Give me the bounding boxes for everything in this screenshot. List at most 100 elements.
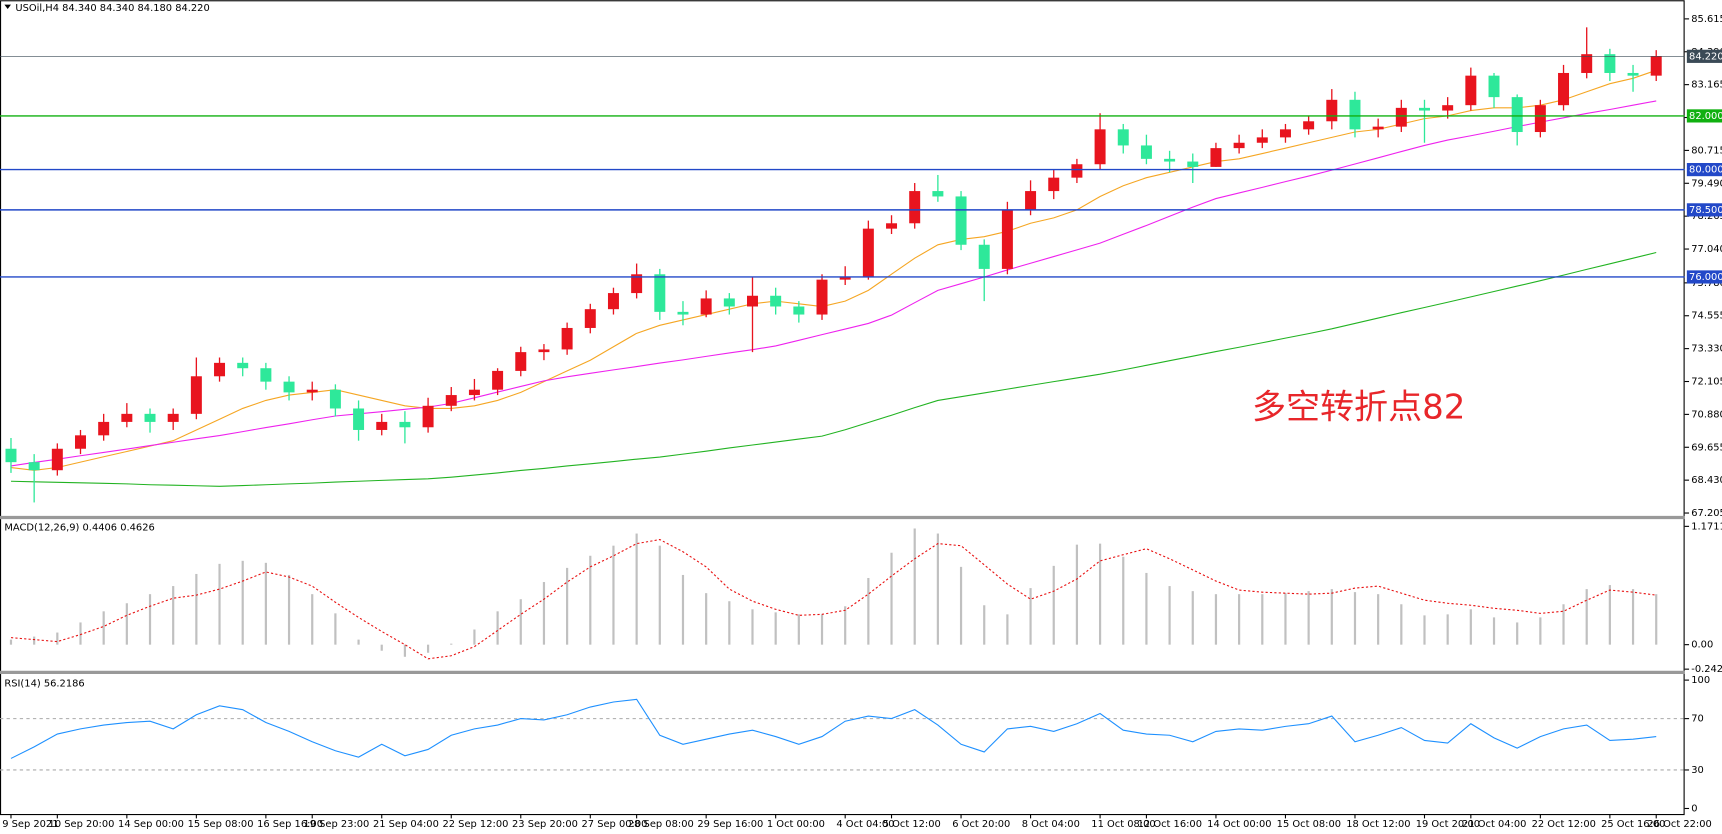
histogram-bar (125, 603, 128, 645)
candle-body (1164, 158, 1176, 162)
histogram-bar (1052, 565, 1055, 645)
x-tick-label: 23 Sep 20:00 (512, 819, 578, 830)
histogram-bar (1585, 589, 1588, 645)
histogram-bar (1098, 543, 1102, 645)
candle-body (1558, 72, 1570, 106)
histogram-bar (519, 599, 522, 645)
histogram-bar (728, 601, 731, 645)
y-tick-label: 77.040 (1691, 244, 1722, 255)
candle-body (445, 395, 457, 406)
indicator-line (10, 698, 1657, 759)
candle-body (1117, 129, 1129, 146)
histogram-bar (635, 533, 638, 645)
price-label-box (1686, 163, 1722, 177)
candle-body (654, 274, 666, 312)
x-tick-label: 4 Oct 04:00 (836, 819, 894, 830)
price-label: 82.000 (1689, 111, 1722, 122)
histogram-bar (79, 622, 82, 645)
histogram-bar (241, 560, 244, 645)
moving-average (10, 100, 1657, 467)
candle-body (468, 389, 480, 396)
signal-line (10, 538, 1657, 660)
x-tick-label: 21 Sep 04:00 (373, 819, 439, 830)
price-label: 78.500 (1689, 205, 1722, 216)
candle-body (167, 413, 179, 422)
x-tick-label: 19 Sep 23:00 (303, 819, 369, 830)
histogram-bar (1655, 594, 1658, 645)
histogram-bar (1608, 585, 1611, 645)
y-tick-label: 69.655 (1691, 442, 1722, 453)
histogram-bar (1516, 622, 1519, 645)
histogram-bar (983, 605, 986, 645)
histogram-bar (1631, 589, 1635, 645)
candle-body (978, 244, 990, 269)
x-tick-label: 14 Oct 00:00 (1207, 819, 1271, 830)
histogram-bar (1377, 594, 1380, 645)
candle-body (353, 408, 365, 430)
histogram-bar (751, 609, 754, 645)
candle-body (492, 370, 504, 390)
histogram-bar (1446, 614, 1449, 645)
histogram-bar (218, 563, 221, 645)
histogram-bar (380, 644, 383, 651)
histogram-bar (450, 643, 453, 645)
price-label: 76.000 (1689, 272, 1722, 283)
histogram-bar (311, 594, 314, 645)
candle-body (422, 405, 434, 428)
price-label: 84.220 (1689, 51, 1722, 62)
x-tick-label: 25 Oct 16:00 (1601, 819, 1665, 830)
histogram-bar (542, 582, 546, 645)
candle-body (214, 362, 226, 377)
candle-body (1210, 148, 1222, 167)
histogram-bar (33, 636, 36, 645)
price-label-box (1686, 49, 1722, 63)
histogram-bar (1029, 588, 1032, 645)
x-tick-label: 1 Oct 00:00 (767, 819, 825, 830)
candle-body (909, 191, 921, 224)
histogram-bar (844, 606, 847, 645)
histogram-bar (936, 533, 939, 645)
histogram-bar (1469, 609, 1472, 645)
y-tick-label: 0.00 (1691, 640, 1713, 651)
candle-body (1071, 164, 1083, 178)
histogram-bar (426, 644, 430, 653)
histogram-bar (1562, 604, 1565, 645)
candle-body (1511, 97, 1523, 133)
chart-title: USOil,H4 84.340 84.340 84.180 84.220 (15, 3, 209, 14)
candle-body (51, 448, 63, 471)
histogram-bar (1122, 556, 1125, 645)
x-tick-label: 12 Oct 16:00 (1138, 819, 1202, 830)
x-tick-label: 18 Oct 12:00 (1346, 819, 1410, 830)
x-tick-label: 11 Oct 08:00 (1091, 819, 1155, 830)
candle-body (1279, 129, 1291, 138)
histogram-bar (1400, 604, 1403, 645)
histogram-bar (820, 614, 824, 645)
x-tick-label: 22 Oct 12:00 (1532, 819, 1596, 830)
y-tick-label: 100 (1691, 675, 1710, 686)
histogram-bar (195, 573, 198, 645)
histogram-bar (1353, 592, 1357, 645)
histogram-bar (1539, 617, 1542, 645)
candle-body (723, 298, 735, 307)
candle-body (1372, 126, 1384, 130)
histogram-bar (9, 639, 13, 645)
candle-body (1048, 177, 1060, 192)
x-tick-label: 15 Oct 08:00 (1277, 819, 1341, 830)
x-tick-label: 6 Oct 20:00 (952, 819, 1010, 830)
candle-body (1233, 142, 1245, 149)
candle-body (862, 228, 874, 277)
y-tick-label: 83.165 (1691, 80, 1722, 91)
histogram-bar (1145, 572, 1148, 645)
x-tick-label: 21 Oct 04:00 (1462, 819, 1526, 830)
histogram-bar (867, 577, 870, 645)
histogram-bar (658, 545, 661, 645)
histogram-bar (1238, 594, 1241, 645)
price-label: 80.000 (1689, 165, 1722, 176)
candle-body (677, 311, 689, 315)
histogram-bar (102, 611, 105, 645)
candle-body (144, 413, 156, 422)
candle-body (515, 352, 527, 371)
histogram-bar (334, 613, 337, 645)
